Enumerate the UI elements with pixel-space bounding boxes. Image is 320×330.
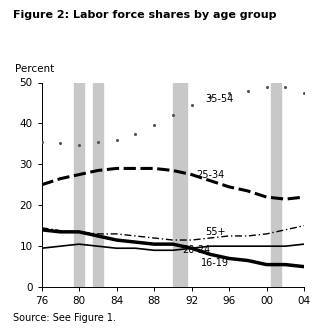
Text: Source: See Figure 1.: Source: See Figure 1. xyxy=(13,314,116,323)
Text: 16-19: 16-19 xyxy=(201,257,229,268)
Bar xyxy=(271,82,281,287)
Bar xyxy=(75,82,84,287)
Text: 25-34: 25-34 xyxy=(196,170,224,180)
Text: 35-54: 35-54 xyxy=(206,94,234,104)
Text: 20-24: 20-24 xyxy=(182,245,211,255)
Text: Figure 2: Labor force shares by age group: Figure 2: Labor force shares by age grou… xyxy=(13,10,276,20)
Bar xyxy=(173,82,187,287)
Text: Percent: Percent xyxy=(15,64,55,74)
Text: 55+: 55+ xyxy=(206,227,226,237)
Bar xyxy=(93,82,102,287)
